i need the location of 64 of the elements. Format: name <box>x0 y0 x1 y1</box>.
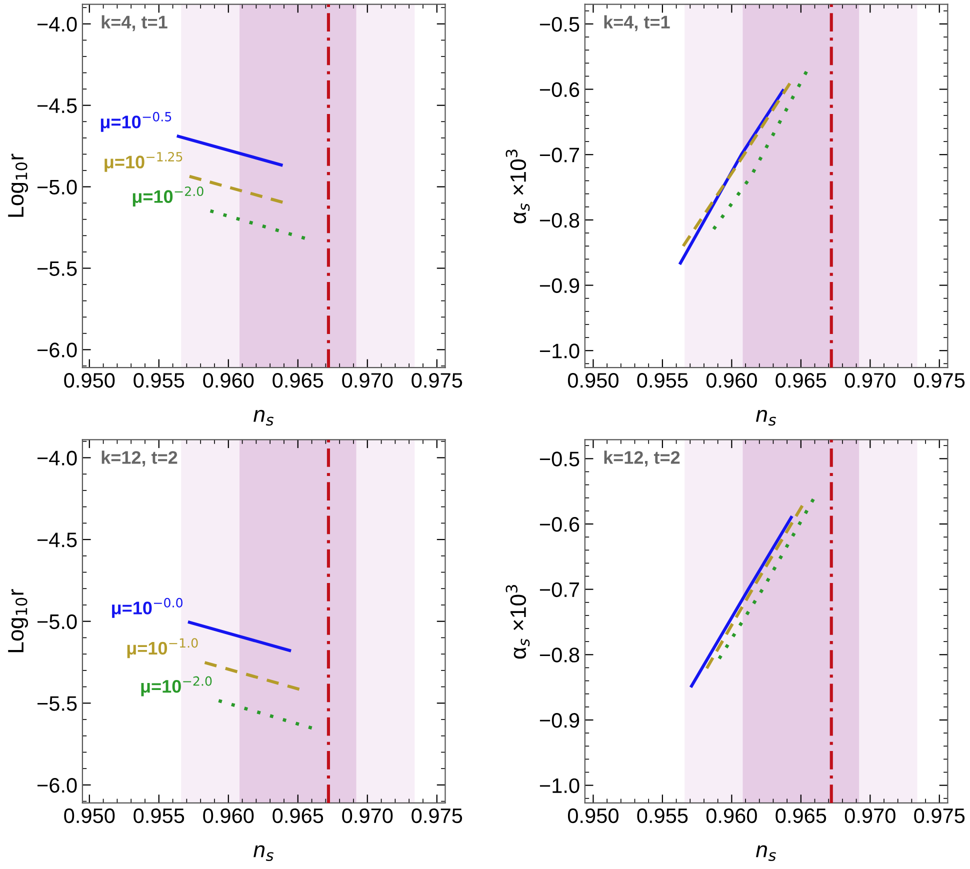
x-tick-label: 0.960 <box>203 373 254 388</box>
x-tick-label: 0.950 <box>568 373 618 388</box>
y-tick-label: −5.5 <box>37 696 77 711</box>
y-tick-label: −4.0 <box>37 450 77 466</box>
x-tick-label: 0.960 <box>706 808 757 824</box>
x-tick-label: 0.970 <box>342 373 393 388</box>
y-tick-label: −6.0 <box>37 778 77 793</box>
series-label: μ=10$^{−1.0}$ <box>127 638 198 658</box>
y-tick-label: −6.0 <box>37 342 77 358</box>
x-tick-label: 0.960 <box>203 808 254 824</box>
x-tick-label: 0.950 <box>64 373 115 388</box>
series-label: μ=10$^{−2.0}$ <box>141 676 212 696</box>
y-axis-title: α$_{s}$ ×10$^{3}$ <box>506 585 530 659</box>
x-axis-title: n$_{s}$ <box>254 845 274 862</box>
y-tick-label: −0.7 <box>540 148 580 162</box>
y-tick-label: −0.9 <box>540 278 580 294</box>
y-tick-label: −0.6 <box>540 82 580 98</box>
series-label: μ=10$^{−2.0}$ <box>132 186 204 206</box>
annotation: k=4, t=1 <box>604 15 670 32</box>
y-axis-title: α$_{s}$ ×10$^{3}$ <box>506 150 530 224</box>
y-tick-label: −5.0 <box>37 180 77 195</box>
series-label: μ=10$^{−0.5}$ <box>100 112 172 132</box>
series-label: μ=10$^{−1.25}$ <box>104 152 182 172</box>
x-axis-title: n$_{s}$ <box>254 410 274 426</box>
y-axis-title: Log$_{10}$r <box>8 589 28 652</box>
x-tick-label: 0.955 <box>134 808 184 824</box>
y-tick-label: −1.0 <box>540 344 580 358</box>
x-tick-label: 0.955 <box>637 808 688 824</box>
y-tick-label: −0.7 <box>540 582 580 598</box>
annotation: k=12, t=2 <box>604 450 680 466</box>
x-tick-label: 0.975 <box>412 808 462 824</box>
y-tick-label: −0.5 <box>540 16 580 32</box>
y-axis-title: Log$_{10}$r <box>8 154 28 217</box>
x-tick-label: 0.975 <box>914 808 965 824</box>
series-label: μ=10$^{−0.0}$ <box>112 598 182 618</box>
y-tick-label: −5.5 <box>37 261 77 276</box>
y-tick-label: −4.5 <box>37 98 77 114</box>
x-tick-label: 0.970 <box>844 373 896 388</box>
y-tick-label: −4.5 <box>37 532 77 548</box>
x-tick-label: 0.975 <box>914 373 965 388</box>
x-tick-label: 0.965 <box>272 373 324 388</box>
y-tick-label: −0.9 <box>540 712 580 728</box>
x-tick-label: 0.950 <box>568 808 618 824</box>
x-tick-label: 0.975 <box>412 373 462 388</box>
x-tick-label: 0.970 <box>342 808 393 824</box>
x-tick-label: 0.970 <box>844 808 896 824</box>
y-tick-label: −1.0 <box>540 778 580 794</box>
x-tick-label: 0.965 <box>776 808 826 824</box>
x-tick-label: 0.955 <box>637 373 688 388</box>
x-tick-label: 0.950 <box>64 808 115 824</box>
y-tick-label: −0.8 <box>540 648 580 662</box>
x-tick-label: 0.960 <box>706 373 757 388</box>
y-tick-label: −4.0 <box>37 16 77 32</box>
y-tick-label: −0.5 <box>540 452 580 466</box>
x-tick-label: 0.965 <box>776 373 826 388</box>
y-tick-label: −0.6 <box>540 516 580 532</box>
annotation: k=12, t=2 <box>102 450 178 466</box>
x-axis-title: n$_{s}$ <box>756 410 776 426</box>
y-tick-label: −0.8 <box>540 212 580 228</box>
y-tick-label: −5.0 <box>37 614 77 630</box>
x-tick-label: 0.965 <box>272 808 324 824</box>
annotation: k=4, t=1 <box>102 15 168 32</box>
x-tick-label: 0.955 <box>134 373 184 388</box>
x-axis-title: n$_{s}$ <box>756 845 776 862</box>
